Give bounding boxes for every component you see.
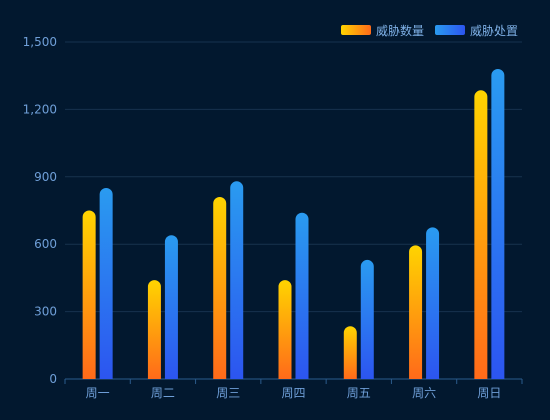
x-tick-label: 周五	[347, 386, 371, 400]
x-tick-label: 周六	[412, 386, 436, 400]
y-tick-label: 600	[34, 237, 57, 251]
bar-threat-count	[474, 90, 488, 379]
legend-label[interactable]: 威胁处置	[470, 23, 518, 38]
grid-lines	[65, 41, 522, 313]
x-tick-label: 周二	[151, 386, 175, 400]
y-tick-label: 1,200	[23, 102, 57, 116]
bar-threat-handled	[230, 181, 244, 379]
bar-threat-handled	[164, 235, 178, 379]
bar-threat-handled	[360, 259, 374, 379]
bars	[82, 68, 505, 380]
bar-threat-count	[278, 280, 292, 379]
y-tick-label: 300	[34, 305, 57, 319]
bar-threat-handled	[426, 227, 440, 379]
bar-threat-count	[213, 197, 227, 379]
legend-label[interactable]: 威胁数量	[376, 23, 424, 38]
bar-threat-handled	[491, 68, 505, 380]
x-tick-label: 周四	[281, 386, 305, 400]
bar-threat-count	[343, 326, 357, 379]
bar-threat-count	[147, 280, 161, 379]
bar-threat-count	[409, 245, 423, 379]
x-tick-label: 周三	[216, 386, 240, 400]
bar-threat-count	[82, 210, 96, 379]
bar-threat-handled	[99, 188, 113, 379]
legend-swatch[interactable]	[435, 25, 465, 35]
bar-threat-handled	[295, 212, 309, 379]
x-tick-label: 周一	[86, 386, 110, 400]
x-tick-label: 周日	[477, 386, 501, 400]
y-tick-label: 1,500	[23, 35, 57, 49]
legend: 威胁数量 威胁处置	[341, 23, 518, 38]
legend-swatch[interactable]	[341, 25, 371, 35]
y-tick-label: 0	[49, 372, 57, 386]
axes: 0 300 600 900 1,200 1,500 周一 周二 周三 周四 周五 周六 周日	[23, 35, 523, 400]
y-tick-label: 900	[34, 170, 57, 184]
